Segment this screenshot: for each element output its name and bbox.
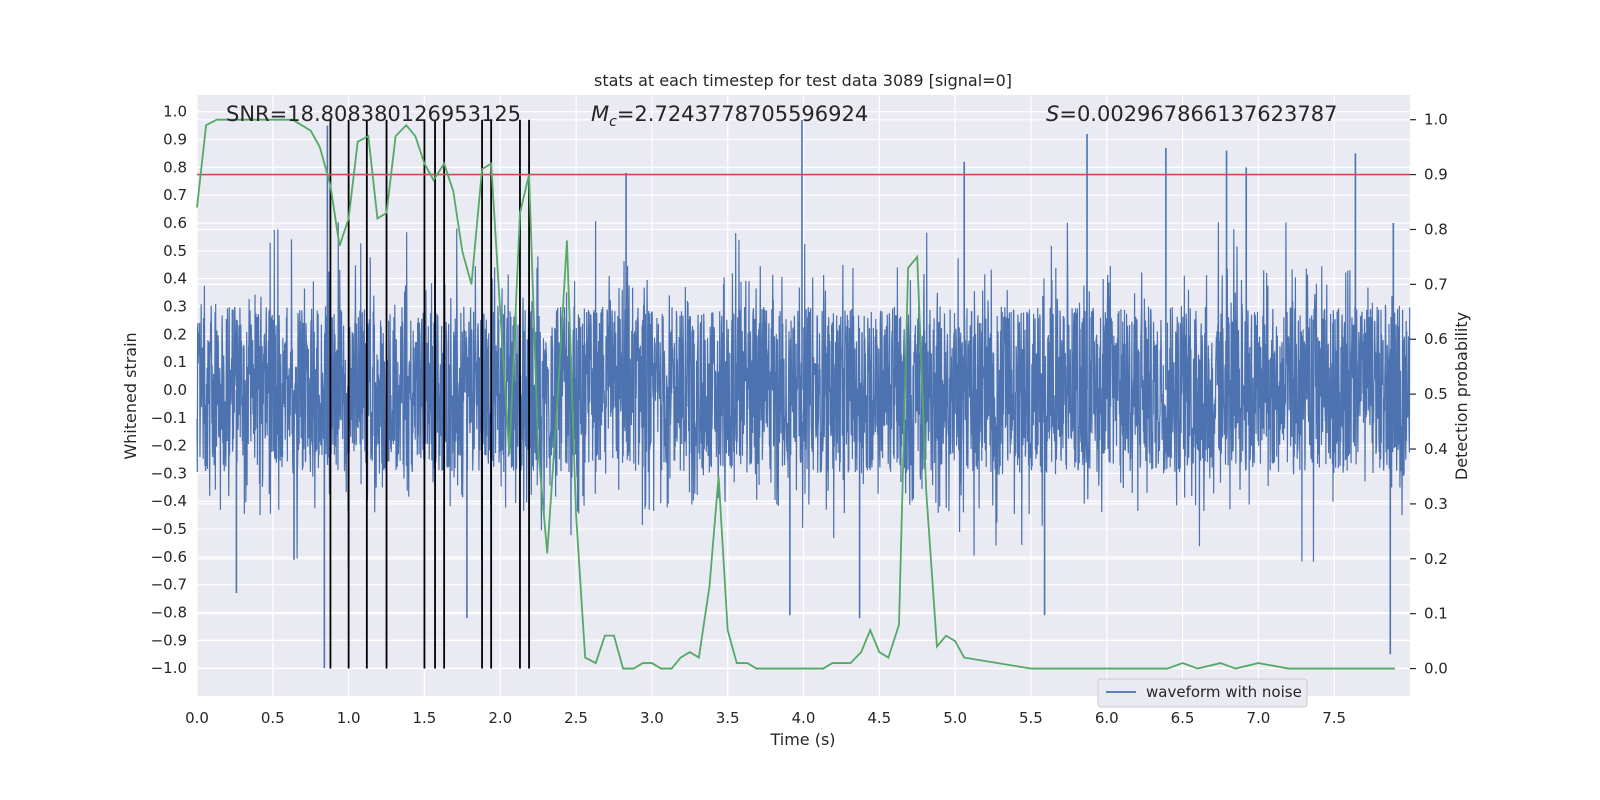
- y-left-tick-label: −0.5: [151, 520, 187, 538]
- s-annotation: S=0.002967866137623787: [1046, 102, 1337, 126]
- y-left-tick-label: 0.4: [163, 270, 187, 288]
- y-right-tick-label: 0.6: [1424, 330, 1448, 348]
- x-tick-label: 0.5: [261, 709, 285, 727]
- x-tick-label: 3.5: [716, 709, 740, 727]
- x-tick-label: 0.0: [185, 709, 209, 727]
- x-tick-label: 1.0: [337, 709, 361, 727]
- legend-label: waveform with noise: [1146, 683, 1302, 701]
- y-right-axis-label: Detection probability: [1452, 312, 1471, 480]
- y-left-tick-label: 0.6: [163, 214, 187, 232]
- y-left-axis-label: Whitened strain: [121, 332, 140, 459]
- chart-title: stats at each timestep for test data 308…: [594, 71, 1012, 90]
- y-left-tick-label: −0.8: [151, 604, 187, 622]
- waveform-series: [196, 120, 1411, 669]
- y-right-tick-label: 0.5: [1424, 385, 1448, 403]
- y-right-tick-label: 0.1: [1424, 605, 1448, 623]
- y-right-tick-label: 0.9: [1424, 166, 1448, 184]
- y-right-tick-label: 0.8: [1424, 220, 1448, 238]
- s-value: =0.002967866137623787: [1059, 102, 1337, 126]
- y-right-tick-label: 0.2: [1424, 550, 1448, 568]
- x-axis-ticks: 0.0 0.5 1.0 1.5 2.0 2.5 3.0 3.5 4.0 4.5 5.0 5.5 6.0 6…: [185, 709, 1346, 727]
- chirp-mass-annotation: Mc=2.7243778705596924: [591, 102, 868, 130]
- y-left-tick-label: −0.3: [151, 464, 187, 482]
- y-left-tick-label: 0.0: [163, 381, 187, 399]
- x-axis-label: Time (s): [769, 730, 835, 749]
- x-tick-label: 5.5: [1019, 709, 1043, 727]
- legend: waveform with noise: [1097, 678, 1308, 708]
- x-tick-label: 6.5: [1171, 709, 1195, 727]
- y-left-tick-label: −0.2: [151, 437, 187, 455]
- y-left-tick-label: 0.2: [163, 325, 187, 343]
- y-left-tick-label: 0.3: [163, 297, 187, 315]
- legend-box: [1097, 678, 1308, 708]
- snr-annotation: SNR=18.808380126953125: [226, 102, 521, 126]
- y-right-tick-label: 0.7: [1424, 275, 1448, 293]
- x-tick-label: 3.0: [640, 709, 664, 727]
- y-left-tick-label: 0.8: [163, 158, 187, 176]
- y-right-tick-label: 0.3: [1424, 495, 1448, 513]
- chirp-mass-subscript: c: [609, 114, 617, 130]
- waveform-line: [196, 221, 1411, 562]
- y-left-tick-label: −0.6: [151, 548, 187, 566]
- chirp-mass-value: =2.7243778705596924: [617, 102, 868, 126]
- y-right-axis-ticks: 0.0 0.1 0.2 0.3 0.4 0.5 0.6 0.7 0.8 0.9 1.0: [1410, 111, 1448, 678]
- x-tick-label: 5.0: [943, 709, 967, 727]
- y-left-tick-label: −0.7: [151, 576, 187, 594]
- y-left-tick-label: 0.7: [163, 186, 187, 204]
- y-left-tick-label: −1.0: [151, 659, 187, 677]
- x-tick-label: 7.5: [1322, 709, 1346, 727]
- x-tick-label: 4.5: [867, 709, 891, 727]
- probability-line: [196, 118, 1395, 670]
- x-tick-label: 4.0: [792, 709, 816, 727]
- x-tick-label: 2.5: [564, 709, 588, 727]
- y-left-tick-label: 0.1: [163, 353, 187, 371]
- x-tick-label: 6.0: [1095, 709, 1119, 727]
- y-right-tick-label: 0.0: [1424, 660, 1448, 678]
- chirp-mass-symbol: M: [591, 102, 609, 126]
- y-left-axis-ticks: −1.0 −0.9 −0.8 −0.7 −0.6 −0.5 −0.4 −0.3 −0.2 −0.1…: [151, 103, 187, 677]
- x-tick-label: 1.5: [413, 709, 437, 727]
- y-left-tick-label: 0.5: [163, 242, 187, 260]
- y-right-tick-label: 0.4: [1424, 440, 1448, 458]
- probability-series: [196, 118, 1395, 670]
- x-tick-label: 7.0: [1246, 709, 1270, 727]
- y-left-tick-label: 1.0: [163, 103, 187, 121]
- y-left-tick-label: −0.9: [151, 631, 187, 649]
- y-left-tick-label: −0.1: [151, 409, 187, 427]
- vertical-markers: [329, 119, 530, 669]
- s-symbol: S: [1046, 102, 1059, 126]
- y-left-tick-label: 0.9: [163, 131, 187, 149]
- x-tick-label: 2.0: [488, 709, 512, 727]
- y-right-tick-label: 1.0: [1424, 111, 1448, 129]
- y-left-tick-label: −0.4: [151, 492, 187, 510]
